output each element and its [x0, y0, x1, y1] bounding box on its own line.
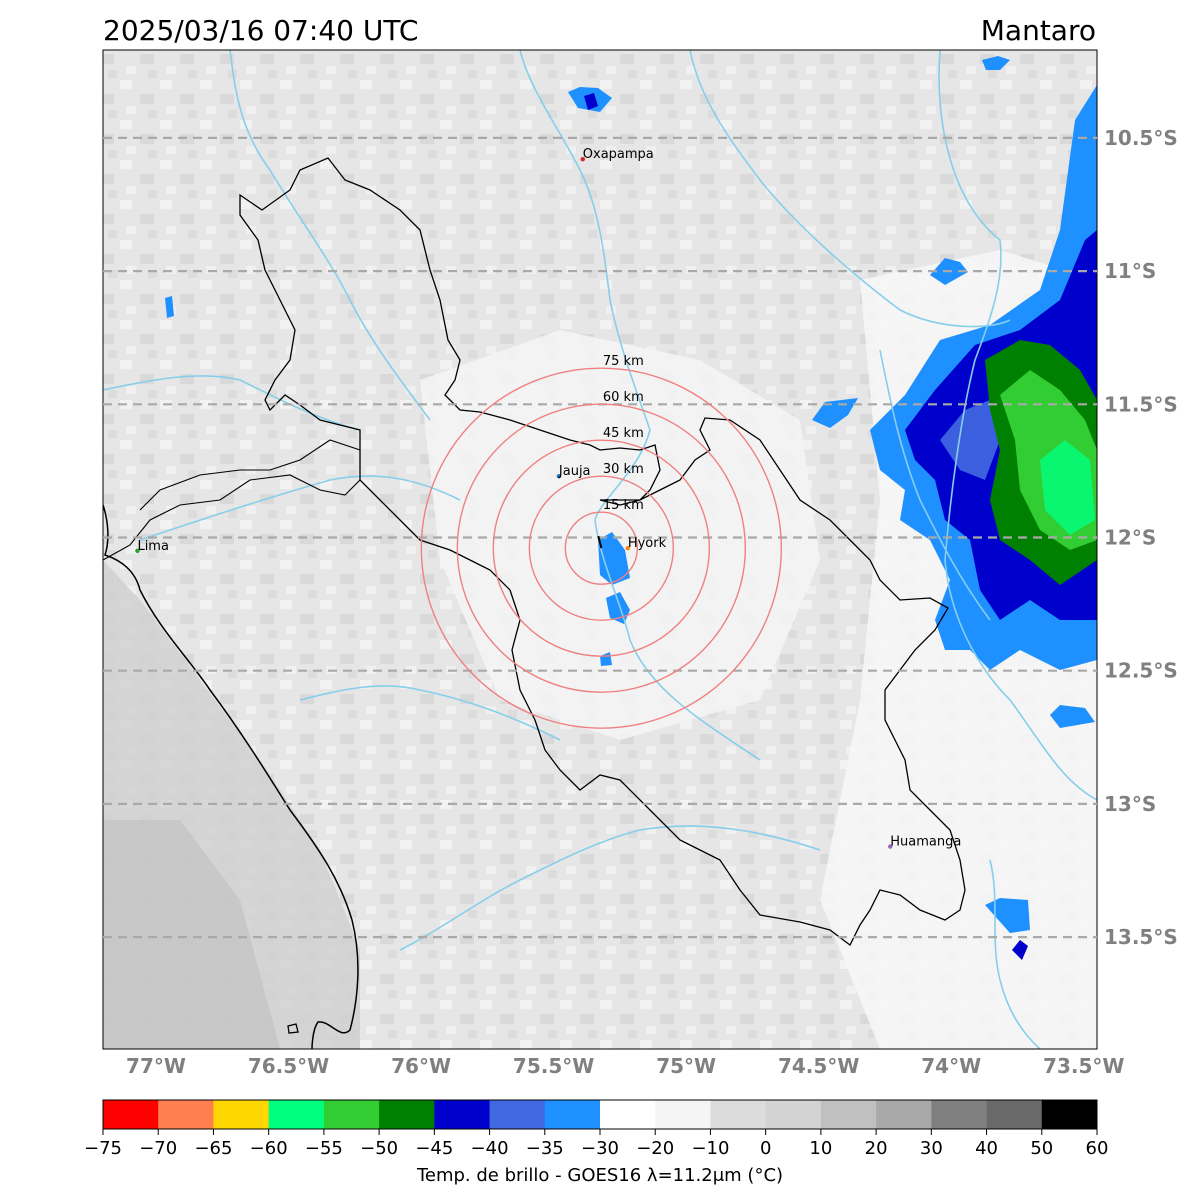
lat-tick-label: 11°S — [1104, 259, 1156, 283]
range-ring-label: 45 km — [603, 426, 644, 441]
rivers — [103, 50, 1097, 1049]
range-ring-label: 15 km — [603, 498, 644, 513]
range-ring — [528, 475, 675, 621]
coastline — [103, 504, 359, 1049]
river-northeast — [689, 50, 1011, 328]
southeast-cloud — [985, 898, 1030, 933]
city-label: Lima — [137, 539, 168, 554]
interior-bright-zone — [420, 330, 820, 740]
lon-tick-label: 75.5°W — [513, 1054, 594, 1078]
local-cell-1 — [598, 532, 630, 585]
region-title: Mantaro — [980, 14, 1096, 47]
city-marker — [580, 157, 585, 162]
river-west — [103, 375, 361, 431]
east-cloud-fragment — [812, 398, 858, 428]
convective-cloud-mid-2 — [940, 400, 1000, 480]
city-label: Oxapampa — [583, 147, 654, 162]
local-cell-4 — [165, 296, 174, 318]
lon-tick-label: 76.5°W — [248, 1054, 329, 1078]
range-ring-label: 60 km — [603, 390, 644, 405]
city-markers: Oxapampa Jauja Hyork Lima Huamanga — [135, 147, 961, 850]
city-label: Huamanga — [890, 835, 961, 850]
convective-cloud-peak — [1040, 440, 1095, 535]
longitude-labels: 77°W 76.5°W 76°W 75.5°W 75°W 74.5°W 74°W 73.5°W — [126, 1054, 1124, 1078]
range-rings: 15 km 30 km 45 km 60 km 75 km — [420, 354, 783, 729]
cloud-field — [103, 56, 1097, 1049]
map-content — [103, 50, 1097, 1049]
lon-tick-label: 75°W — [656, 1054, 716, 1078]
city-marker — [888, 844, 893, 849]
city-label: Jauja — [558, 464, 591, 479]
city-marker — [625, 545, 631, 551]
range-ring-label: 30 km — [603, 462, 644, 477]
lat-tick-label: 12.5°S — [1104, 659, 1178, 683]
coast-island — [287, 1023, 299, 1034]
radar-beam — [597, 535, 603, 549]
city-marker — [135, 548, 140, 554]
river-rimac — [139, 475, 461, 541]
map-frame — [102, 49, 1098, 1050]
range-ring — [456, 403, 747, 693]
lon-tick-label: 77°W — [126, 1054, 186, 1078]
river-east — [938, 50, 1097, 801]
range-ring — [420, 367, 783, 729]
latitude-labels: 10.5°S 11°S 11.5°S 12°S 12.5°S 13°S 13.5°S — [1104, 126, 1178, 949]
lon-tick-label: 73.5°W — [1043, 1054, 1124, 1078]
west-dark-zone-2 — [103, 820, 280, 1049]
lon-tick-label: 74°W — [921, 1054, 981, 1078]
east-cloud-fragment-3 — [1050, 705, 1095, 728]
river-southeast — [989, 859, 1041, 1049]
river-south — [399, 825, 821, 951]
north-cloud-core — [584, 93, 598, 110]
basin-outline — [239, 157, 966, 946]
range-ring — [492, 439, 711, 657]
river-ene — [879, 349, 991, 621]
lon-tick-label: 76°W — [391, 1054, 451, 1078]
basin-sub-outline — [103, 474, 361, 561]
lat-tick-label: 13.5°S — [1104, 925, 1178, 949]
northeast-cloud — [982, 56, 1010, 70]
range-ring — [564, 511, 639, 585]
lat-tick-label: 13°S — [1104, 792, 1156, 816]
range-ring-label: 75 km — [603, 354, 644, 369]
timestamp-title: 2025/03/16 07:40 UTC — [103, 14, 419, 47]
river-southwest — [299, 685, 561, 741]
lat-tick-label: 10.5°S — [1104, 126, 1178, 150]
basin-sub-outline-2 — [139, 439, 361, 511]
lat-tick-label: 11.5°S — [1104, 392, 1178, 416]
southeast-cloud-core — [1012, 940, 1028, 960]
city-marker — [556, 474, 562, 479]
lat-tick-label: 12°S — [1104, 526, 1156, 550]
river-main — [519, 50, 761, 761]
city-label: Hyork — [628, 536, 667, 551]
lon-tick-label: 74.5°W — [778, 1054, 859, 1078]
river-northwest — [229, 50, 431, 421]
